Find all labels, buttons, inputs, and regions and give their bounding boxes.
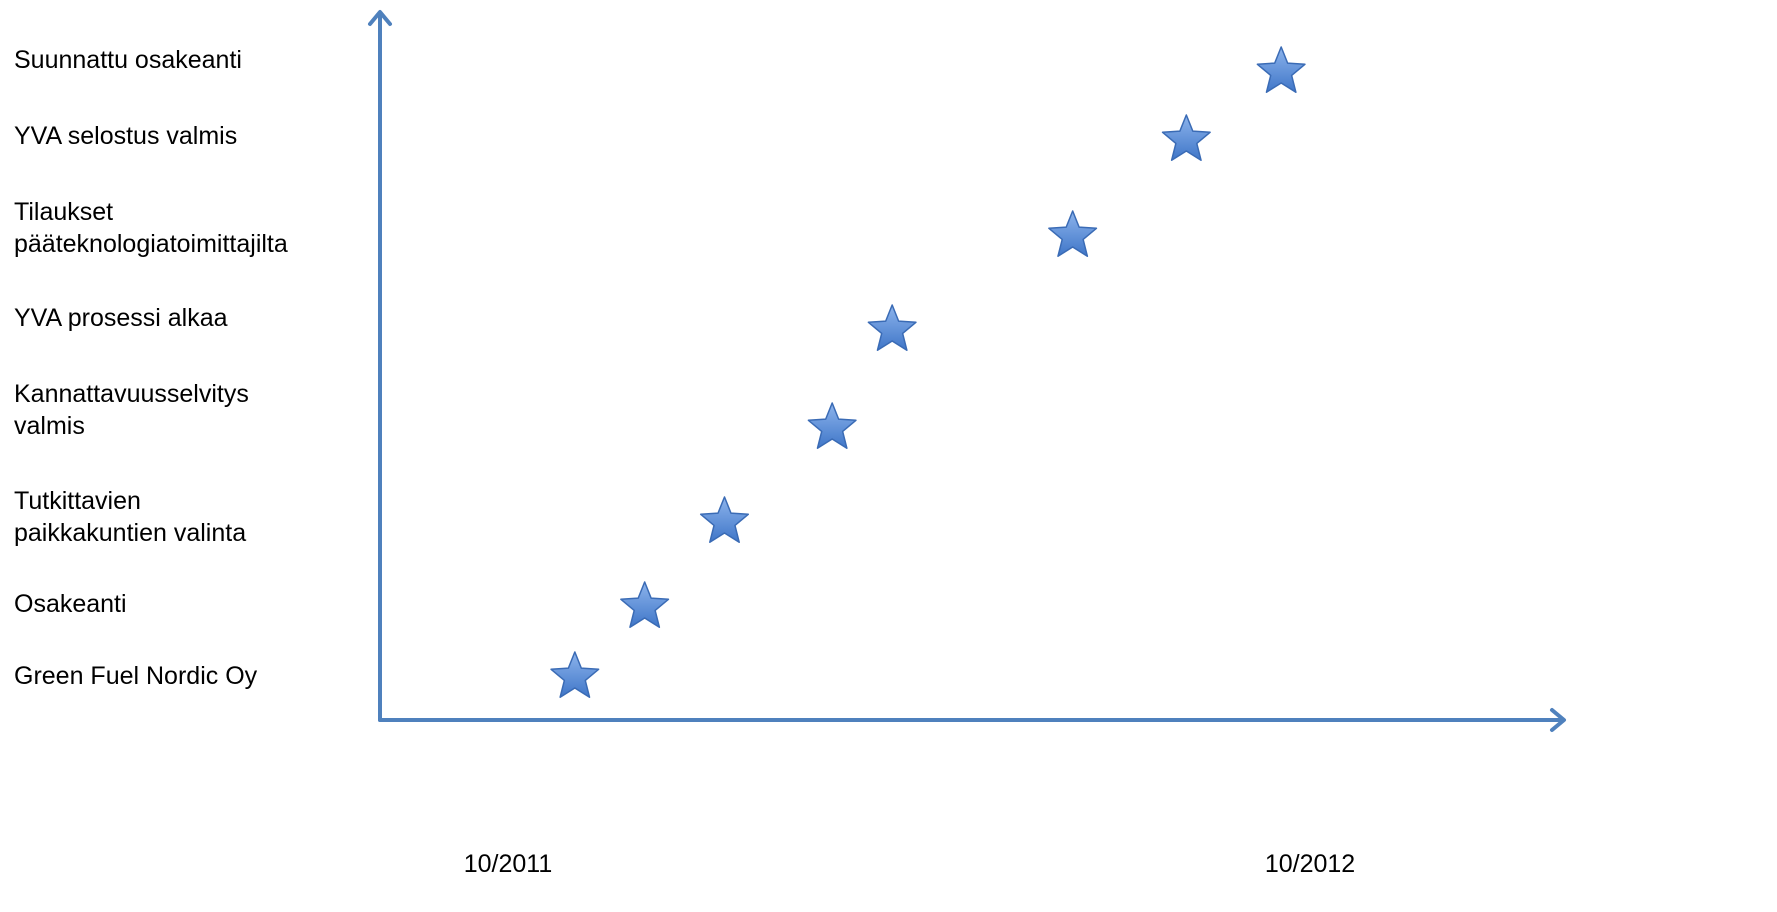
chart-axes [368,10,1566,732]
milestone-label-yva-selostus-valmis: YVA selostus valmis [14,122,238,150]
star-icon [1161,114,1211,161]
chart-markers [550,46,1306,698]
y-axis-arrow [368,10,392,26]
x-axis-arrow [1550,708,1566,732]
star-icon [550,651,600,698]
star-icon [867,304,917,351]
star-icon [1048,210,1098,257]
milestone-label-yva-prosessi-alkaa: YVA prosessi alkaa [14,304,228,332]
milestone-label-tilaukset-paateknologiatoimittajilta: Tilaukset pääteknologiatoimittajilta [14,198,288,258]
milestone-label-tutkittavien-paikkakuntien-valinta: Tutkittavien paikkakuntien valinta [14,487,247,547]
star-icon [620,581,670,628]
x-tick-label-end: 10/2012 [1264,850,1356,878]
milestone-label-suunnattu-osakeanti: Suunnattu osakeanti [14,46,242,74]
milestone-label-kannattavuusselvitys-valmis: Kannattavuusselvitys valmis [14,380,249,440]
star-icon [699,496,750,543]
star-icon [1256,46,1306,93]
star-icon [807,402,857,449]
milestone-label-osakeanti: Osakeanti [14,590,127,618]
x-tick-label-start: 10/2011 [463,850,553,878]
milestone-label-green-fuel-nordic-oy: Green Fuel Nordic Oy [14,662,258,690]
